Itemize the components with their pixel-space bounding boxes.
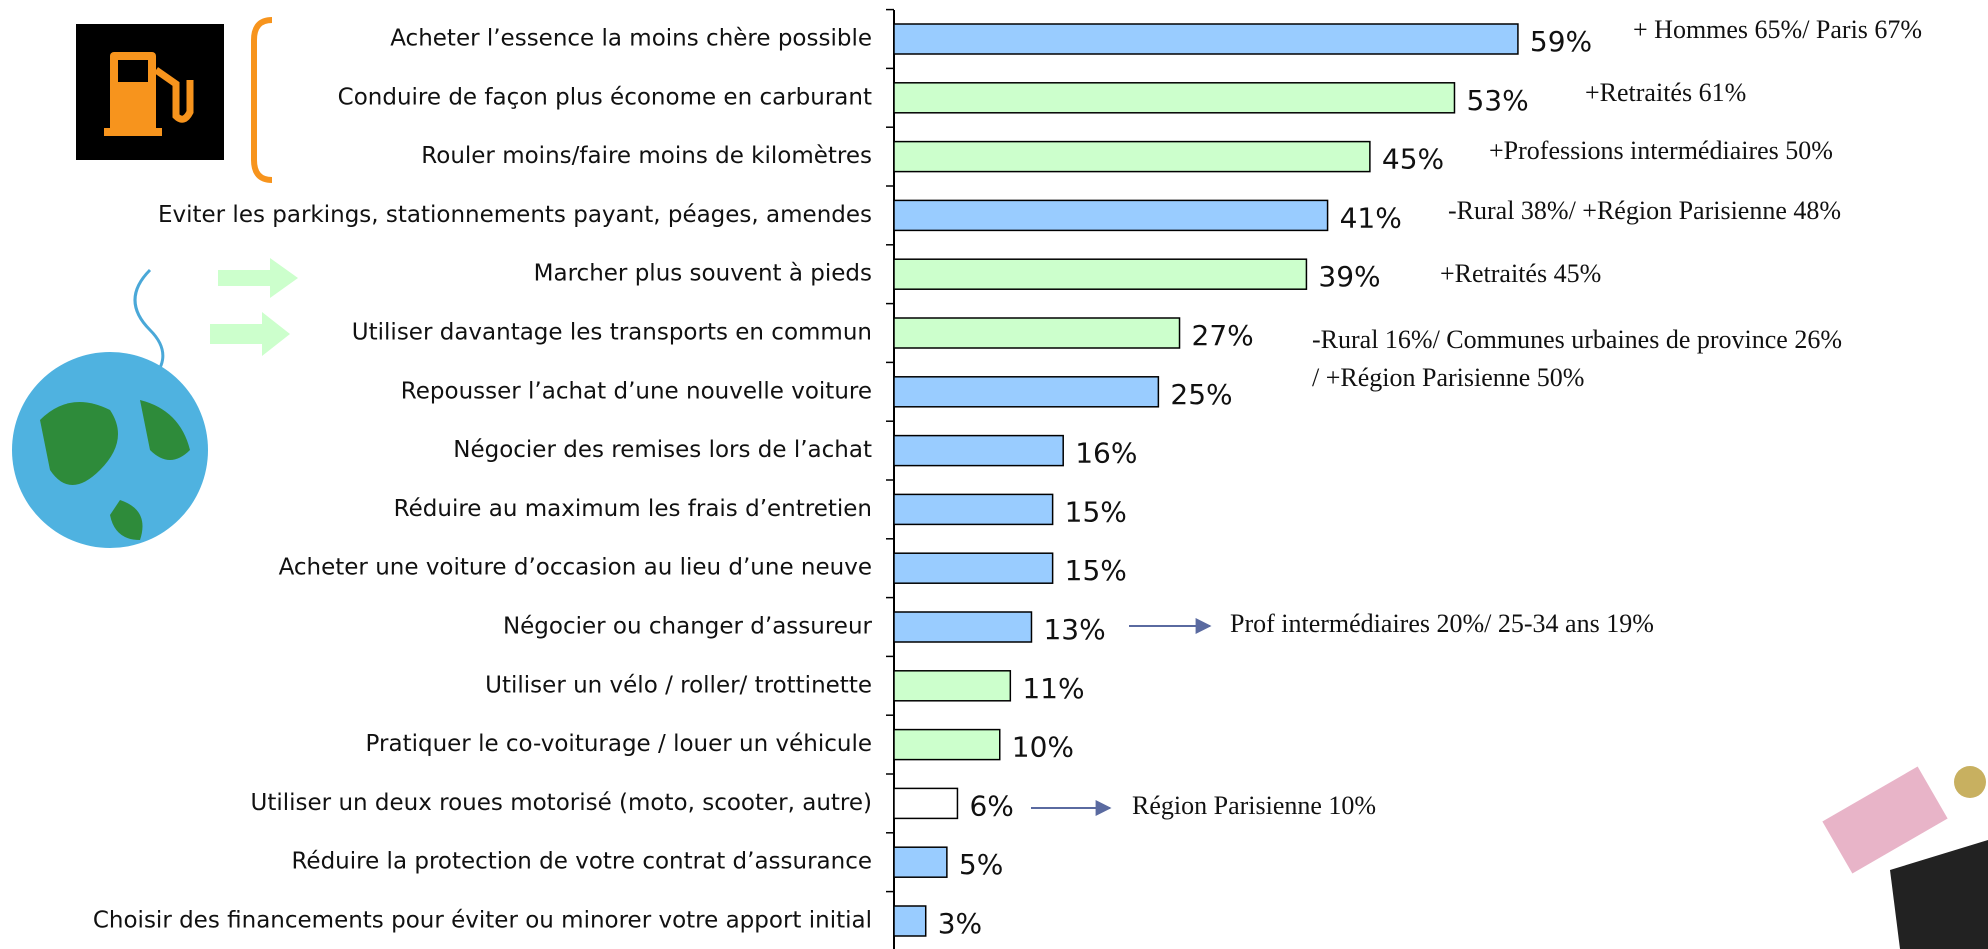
- category-label: Négocier des remises lors de l’achat: [453, 437, 872, 463]
- annotation: -Rural 16%/ Communes urbaines de provinc…: [1312, 325, 1842, 354]
- annotation: Prof intermédiaires 20%/ 25-34 ans 19%: [1230, 609, 1654, 638]
- category-label: Utiliser un vélo / roller/ trottinette: [485, 672, 872, 698]
- globe-icon: [12, 270, 208, 548]
- category-label: Acheter une voiture d’occasion au lieu d…: [279, 555, 872, 581]
- value-label: 39%: [1318, 260, 1380, 293]
- bar: [894, 142, 1370, 172]
- value-label: 5%: [959, 848, 1003, 881]
- annotation: + Hommes 65%/ Paris 67%: [1633, 15, 1922, 44]
- annotation: +Professions intermédiaires 50%: [1489, 136, 1833, 165]
- value-label: 59%: [1530, 25, 1592, 58]
- category-label: Utiliser davantage les transports en com…: [352, 320, 872, 346]
- bracket: [254, 20, 272, 180]
- bar: [894, 436, 1063, 466]
- category-label: Réduire la protection de votre contrat d…: [291, 849, 872, 875]
- bar: [894, 259, 1306, 289]
- category-label: Utiliser un deux roues motorisé (moto, s…: [251, 790, 872, 816]
- bar: [894, 847, 947, 877]
- category-label: Pratiquer le co-voiturage / louer un véh…: [366, 731, 872, 757]
- value-label: 27%: [1192, 319, 1254, 352]
- bar: [894, 377, 1158, 407]
- category-label: Repousser l’achat d’une nouvelle voiture: [401, 378, 872, 404]
- value-label: 53%: [1466, 84, 1528, 117]
- bar: [894, 788, 957, 818]
- value-label: 11%: [1022, 672, 1084, 705]
- category-label: Eviter les parkings, stationnements paya…: [158, 202, 872, 228]
- bar: [894, 671, 1010, 701]
- annotation: Région Parisienne 10%: [1132, 791, 1376, 820]
- value-label: 16%: [1075, 437, 1137, 470]
- bar: [894, 83, 1454, 113]
- bar: [894, 612, 1031, 642]
- value-label: 41%: [1340, 201, 1402, 234]
- category-label: Rouler moins/faire moins de kilomètres: [421, 143, 872, 169]
- green-arrow: [210, 312, 290, 356]
- annotation: -Rural 38%/ +Région Parisienne 48%: [1448, 196, 1841, 225]
- fuel-icon: [76, 24, 224, 160]
- money-icon: [1822, 766, 1988, 949]
- category-label: Réduire au maximum les frais d’entretien: [394, 496, 872, 522]
- value-label: 6%: [969, 789, 1013, 822]
- value-label: 45%: [1382, 143, 1444, 176]
- bar: [894, 494, 1053, 524]
- bar: [894, 730, 1000, 760]
- value-label: 10%: [1012, 731, 1074, 764]
- value-label: 3%: [938, 907, 982, 940]
- annotation: +Retraités 61%: [1585, 78, 1746, 107]
- category-label: Marcher plus souvent à pieds: [534, 261, 872, 287]
- bar: [894, 318, 1180, 348]
- annotation: +Retraités 45%: [1440, 259, 1601, 288]
- bar: [894, 906, 926, 936]
- category-label: Acheter l’essence la moins chère possibl…: [390, 26, 872, 52]
- category-label: Négocier ou changer d’assureur: [503, 614, 873, 640]
- value-label: 25%: [1170, 378, 1232, 411]
- value-label: 15%: [1065, 554, 1127, 587]
- bar: [894, 553, 1053, 583]
- green-arrow: [218, 258, 298, 298]
- bar: [894, 24, 1518, 54]
- chart: Acheter l’essence la moins chère possibl…: [0, 0, 1988, 949]
- category-label: Conduire de façon plus économe en carbur…: [338, 84, 872, 110]
- category-label: Choisir des financements pour éviter ou …: [93, 908, 872, 934]
- bar: [894, 200, 1328, 230]
- value-label: 13%: [1043, 613, 1105, 646]
- value-label: 15%: [1065, 495, 1127, 528]
- annotation: / +Région Parisienne 50%: [1312, 363, 1584, 392]
